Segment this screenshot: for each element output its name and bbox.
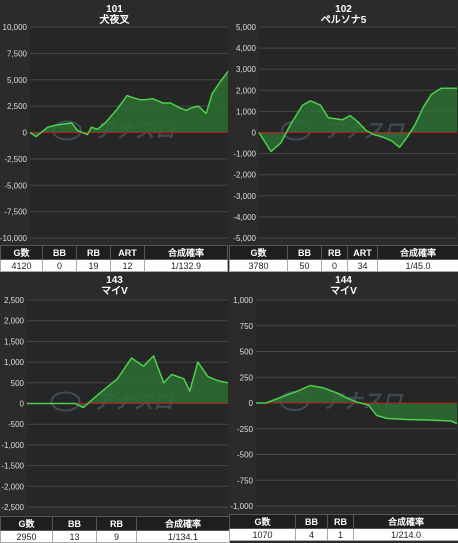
bb-value: 4 xyxy=(296,529,328,541)
stats-table: G数 BB RB 合成確率 2950 13 9 1/134.1 xyxy=(0,516,230,543)
y-tick-label: 0 xyxy=(20,400,25,409)
y-tick-label: 250 xyxy=(240,373,254,382)
y-tick-label: 1,000 xyxy=(236,107,257,116)
y-tick-label: -250 xyxy=(237,425,254,434)
y-tick-label: -10,000 xyxy=(0,234,28,243)
y-tick-label: 1,000 xyxy=(4,358,25,367)
y-tick-label: -1,000 xyxy=(233,150,256,159)
header-games: G数 xyxy=(1,246,43,260)
y-tick-label: 500 xyxy=(240,348,254,357)
y-tick-label: -2,000 xyxy=(233,171,256,180)
y-tick-label: -2,500 xyxy=(4,155,27,164)
art-value: 34 xyxy=(348,260,378,272)
y-tick-label: -7,500 xyxy=(4,208,27,217)
y-tick-label: 3,000 xyxy=(236,65,257,74)
header-bb: BB xyxy=(43,246,77,260)
header-games: G数 xyxy=(1,517,53,531)
header-combined-probability: 合成確率 xyxy=(354,515,458,529)
y-tick-label: -500 xyxy=(8,420,25,429)
header-bb: BB xyxy=(53,517,97,531)
y-tick-label: -500 xyxy=(237,451,254,460)
y-tick-label: 2,500 xyxy=(7,102,28,111)
header-combined-probability: 合成確率 xyxy=(137,517,230,531)
games-value: 2950 xyxy=(1,531,53,543)
combined-probability-value: 1/132.9 xyxy=(145,260,228,272)
stats-table: G数 BB RB ART 合成確率 4120 0 19 12 1/132.9 xyxy=(0,245,228,272)
y-tick-label: 0 xyxy=(252,129,257,138)
header-games: G数 xyxy=(230,515,296,529)
bb-value: 0 xyxy=(43,260,77,272)
combined-probability-value: 1/214.0 xyxy=(354,529,458,541)
stats-table: G数 BB RB 合成確率 1070 4 1 1/214.0 xyxy=(229,514,458,541)
header-bb: BB xyxy=(288,246,322,260)
y-tick-label: 750 xyxy=(240,322,254,331)
y-tick-label: -4,000 xyxy=(233,213,256,222)
y-tick-label: -1,000 xyxy=(1,441,24,450)
games-value: 3780 xyxy=(230,260,288,272)
header-art: ART xyxy=(111,246,145,260)
y-tick-label: 0 xyxy=(23,129,28,138)
rb-value: 19 xyxy=(77,260,111,272)
y-tick-label: -5,000 xyxy=(233,234,256,243)
y-tick-label: 2,500 xyxy=(4,296,25,305)
header-combined-probability: 合成確率 xyxy=(378,246,458,260)
art-value: 12 xyxy=(111,260,145,272)
slump-chart: 5,000 4,000 3,000 2,000 1,000 0 -1,000 -2,000 -3… xyxy=(229,0,458,245)
y-tick-label: 5,000 xyxy=(236,23,257,32)
y-tick-label: 0 xyxy=(249,399,254,408)
y-tick-label: -1,000 xyxy=(230,502,253,511)
y-tick-label: 2,000 xyxy=(236,86,257,95)
y-tick-label: -3,000 xyxy=(233,192,256,201)
header-games: G数 xyxy=(230,246,288,260)
header-bb: BB xyxy=(296,515,328,529)
y-tick-label: -5,000 xyxy=(4,181,27,190)
rb-value: 9 xyxy=(97,531,137,543)
y-tick-label: 5,000 xyxy=(7,76,28,85)
bb-value: 50 xyxy=(288,260,322,272)
y-tick-label: 1,500 xyxy=(4,337,25,346)
slump-chart: 10,000 7,500 5,000 2,500 0 -2,500 -5,000 -7,500… xyxy=(0,0,229,245)
header-rb: RB xyxy=(77,246,111,260)
header-rb: RB xyxy=(328,515,354,529)
header-art: ART xyxy=(348,246,378,260)
y-tick-label: 500 xyxy=(11,379,25,388)
combined-probability-value: 1/45.0 xyxy=(378,260,458,272)
combined-probability-value: 1/134.1 xyxy=(137,531,230,543)
games-value: 4120 xyxy=(1,260,43,272)
y-tick-label: -1,500 xyxy=(1,462,24,471)
y-tick-label: 1,000 xyxy=(233,296,254,305)
y-tick-label: -750 xyxy=(237,476,254,485)
slump-chart: 2,500 2,000 1,500 1,000 500 0 -500 -1,000 -1,500… xyxy=(0,272,229,516)
games-value: 1070 xyxy=(230,529,296,541)
rb-value: 0 xyxy=(322,260,348,272)
stats-table: G数 BB RB ART 合成確率 3780 50 0 34 1/45.0 xyxy=(229,245,458,272)
y-tick-label: 10,000 xyxy=(3,23,28,32)
y-tick-label: 4,000 xyxy=(236,44,257,53)
y-tick-label: -2,500 xyxy=(1,503,24,512)
y-tick-label: -2,000 xyxy=(1,482,24,491)
header-rb: RB xyxy=(322,246,348,260)
header-rb: RB xyxy=(97,517,137,531)
y-tick-label: 7,500 xyxy=(7,49,28,58)
y-tick-label: 2,000 xyxy=(4,317,25,326)
rb-value: 1 xyxy=(328,529,354,541)
header-combined-probability: 合成確率 xyxy=(145,246,228,260)
bb-value: 13 xyxy=(53,531,97,543)
